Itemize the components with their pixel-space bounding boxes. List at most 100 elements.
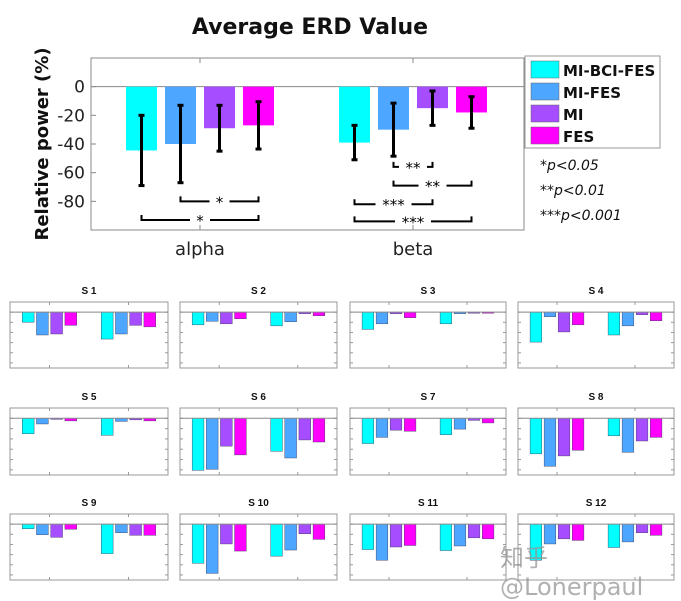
subplot-bar-fes	[312, 523, 326, 540]
subplot-bar-mi	[220, 418, 233, 447]
y-tick-label: -20	[57, 106, 85, 126]
subplot-title: S 3	[420, 286, 435, 297]
subplot-title: S 11	[418, 498, 438, 509]
subplot-bar-mi-bci-fes	[529, 418, 542, 455]
significance-note: **p<0.01	[540, 183, 606, 199]
subplot-bar-mi-bci-fes	[529, 523, 542, 561]
subplot-bar-fes	[64, 523, 77, 530]
subplot-title: S 6	[251, 392, 266, 403]
subplot-bar-mi-bci-fes	[22, 418, 35, 434]
subplot-bar-mi-fes	[375, 418, 389, 438]
subplot-bar-mi-fes	[621, 523, 635, 543]
subplot-bar-mi-fes	[206, 523, 219, 574]
subplot-bar-fes	[404, 418, 417, 432]
significance-label: *	[196, 212, 204, 230]
erd-figure: Average ERD Value Relative power (%) 0 -20 -…	[9, 15, 675, 581]
legend-swatch-mi-fes	[530, 82, 560, 101]
subplot-title: S 12	[586, 498, 607, 509]
subplot-bar-mi-fes	[115, 311, 128, 335]
subplot-bar-mi	[220, 311, 233, 325]
subplot-bar-mi-fes	[543, 523, 557, 545]
subplot-bar-mi-bci-fes	[361, 418, 374, 444]
subplot-title: S 10	[248, 498, 269, 509]
y-axis-label: Relative power (%)	[32, 47, 53, 240]
subplot-bar-mi-fes	[621, 418, 635, 453]
subplot-bar-mi	[50, 311, 63, 335]
subplot-bar-mi-fes	[206, 311, 219, 322]
subplot-bar-fes	[234, 418, 247, 456]
significance-note: ***p<0.001	[540, 208, 622, 224]
significance-bracket	[392, 180, 473, 187]
subplot-bar-mi-bci-fes	[101, 418, 114, 436]
subplot-bar-mi	[220, 523, 233, 545]
subplot-bar-mi-fes	[206, 418, 219, 470]
subplot-bar-mi-bci-fes	[270, 523, 283, 557]
subplot-bar-mi-fes	[621, 311, 635, 327]
significance-bracket	[353, 216, 473, 223]
subplot-bar-mi-fes	[375, 311, 389, 325]
subplot-bar-mi-fes	[36, 523, 49, 536]
subplot-bar-mi	[635, 418, 649, 442]
chart-title: Average ERD Value	[192, 15, 428, 40]
significance-label: ***	[382, 196, 405, 214]
significance-note: *p<0.05	[540, 158, 599, 174]
subplot-bar-mi-fes	[115, 523, 128, 533]
subplot-bar-mi	[389, 418, 403, 431]
subplot-bar-mi-bci-fes	[22, 311, 35, 323]
subplot-bar-mi	[129, 523, 142, 536]
subplot-bar-mi-fes	[453, 418, 467, 430]
legend-swatch-mi	[530, 104, 560, 123]
significance-bracket	[353, 199, 434, 206]
subplot-bar-mi-bci-fes	[361, 311, 374, 330]
x-tick-label-alpha: alpha	[175, 239, 225, 260]
y-tick-label: -40	[57, 135, 85, 155]
legend-swatch-fes	[530, 126, 560, 145]
subplot-bar-mi	[557, 418, 571, 457]
subplot-bar-mi-fes	[284, 418, 297, 459]
subplot-bar-mi-bci-fes	[191, 418, 205, 471]
significance-label: ***	[402, 213, 425, 231]
legend-swatch-mi-bci-fes	[530, 60, 560, 79]
subplot-bar-mi-bci-fes	[22, 523, 35, 529]
subplot-bar-mi-bci-fes	[191, 523, 205, 564]
subplot-title: S 2	[251, 286, 266, 297]
subplot-bar-fes	[143, 523, 156, 536]
subplot-bar-mi-bci-fes	[191, 311, 205, 326]
subplot-bar-mi-bci-fes	[607, 418, 620, 437]
y-tick-label: 0	[74, 78, 85, 98]
subplot-bar-fes	[572, 418, 585, 451]
subplot-bar-fes	[650, 311, 663, 321]
subplot-bar-mi-bci-fes	[439, 523, 452, 551]
subplot-bar-mi-bci-fes	[529, 311, 542, 343]
subplot-bar-mi-bci-fes	[607, 311, 620, 336]
subplot-bar-mi-bci-fes	[607, 523, 620, 548]
subplot-title: S 1	[81, 286, 96, 297]
subplot-bar-mi-bci-fes	[101, 523, 114, 554]
subplot-bar-fes	[64, 311, 77, 326]
subplot-bar-fes	[572, 523, 585, 541]
subplot-title: S 5	[81, 392, 96, 403]
subplot-bar-fes	[572, 311, 585, 326]
subplot-bar-mi-fes	[284, 311, 297, 322]
subplot-bar-fes	[404, 311, 417, 318]
significance-label: **	[406, 159, 422, 177]
subplot-bar-mi-fes	[453, 523, 467, 547]
subplot-bar-fes	[143, 311, 156, 328]
subplot-title: S 9	[81, 498, 96, 509]
subplot-bar-fes	[650, 418, 663, 438]
subplot-bar-mi	[50, 523, 63, 538]
legend-label-mi: MI	[563, 106, 584, 124]
significance-bracket	[392, 161, 434, 168]
subplot-bar-fes	[312, 418, 326, 443]
subplot-bar-mi-fes	[36, 418, 49, 425]
subplot-bar-mi-fes	[543, 418, 557, 467]
legend-label-mi-fes: MI-FES	[563, 84, 621, 102]
subplot-title: S 7	[420, 392, 435, 403]
x-tick-label-beta: beta	[393, 239, 434, 260]
y-tick-label: -60	[57, 164, 85, 184]
subplot-title: S 4	[588, 286, 603, 297]
subplot-bar-mi-fes	[543, 311, 557, 317]
subplot-bar-mi-bci-fes	[439, 418, 452, 435]
significance-label: **	[425, 178, 441, 196]
subplot-bar-mi	[557, 311, 571, 333]
